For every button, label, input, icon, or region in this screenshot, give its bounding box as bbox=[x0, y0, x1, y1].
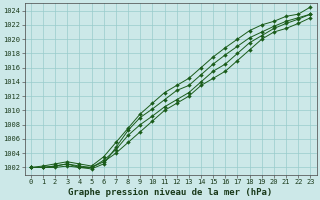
X-axis label: Graphe pression niveau de la mer (hPa): Graphe pression niveau de la mer (hPa) bbox=[68, 188, 273, 197]
